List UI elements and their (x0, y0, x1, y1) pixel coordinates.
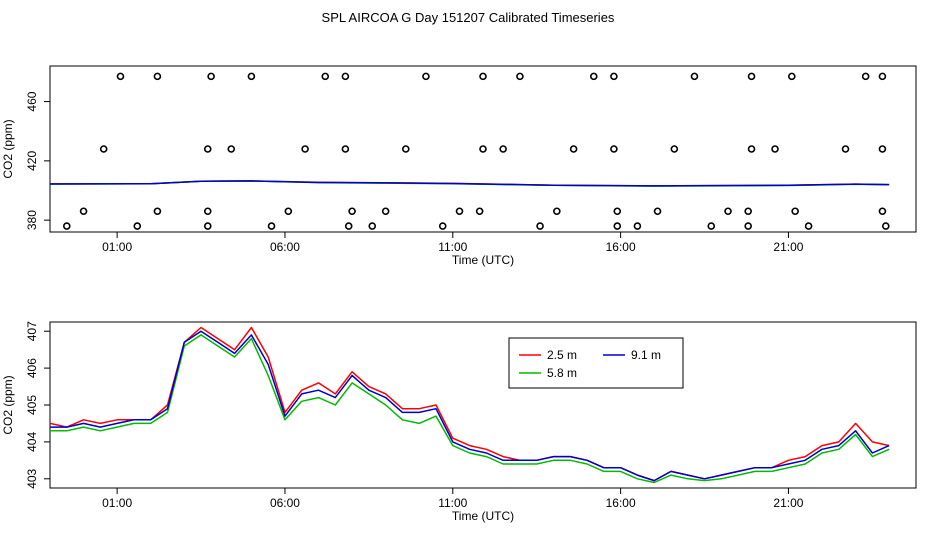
calibration-point (788, 72, 796, 81)
y-tick-label: 406 (25, 358, 39, 378)
y-tick-label: 460 (25, 91, 39, 111)
y-tick-label: 403 (25, 468, 39, 488)
calibration-point (861, 72, 870, 81)
y-tick-label: 405 (25, 395, 39, 415)
x-tick-label: 01:00 (102, 496, 132, 510)
plot-area (50, 72, 890, 230)
series-line (50, 180, 890, 187)
calibration-point (475, 207, 484, 216)
x-tick-label: 21:00 (773, 496, 803, 510)
x-axis-label: Time (UTC) (452, 253, 514, 267)
calibration-point (227, 145, 236, 153)
calibration-point (301, 145, 309, 153)
calibration-point (341, 145, 350, 153)
calibration-point (747, 145, 756, 153)
y-tick-label: 380 (25, 210, 39, 230)
calibration-point (207, 72, 215, 81)
calibration-point (479, 145, 487, 153)
calibration-point (153, 207, 162, 216)
calibration-point (747, 72, 756, 81)
calibration-point (707, 222, 716, 230)
calibration-point (653, 207, 662, 216)
calibration-point (610, 72, 618, 81)
calibration-point (878, 72, 887, 81)
series-line (50, 334, 890, 484)
series-line (50, 326, 890, 482)
calibration-point (401, 145, 410, 153)
calibration-point (690, 72, 699, 81)
top-panel-calibration: 01:00 06:00 11:00 16:00 21:00 Time (UTC) 380 42… (1, 65, 917, 267)
calibration-point (613, 222, 622, 230)
y-tick-label: 407 (25, 321, 39, 341)
calibration-point (203, 207, 212, 216)
calibration-point (247, 72, 256, 81)
legend: 2.5 m 5.8 m 9.1 m (508, 337, 684, 389)
calibration-point (881, 222, 890, 230)
calibration-point (878, 145, 887, 153)
legend-label: 5.8 m (547, 366, 577, 380)
calibration-point (99, 145, 108, 153)
calibration-point (203, 222, 212, 230)
calibration-point (116, 72, 125, 81)
calibration-point (368, 222, 377, 230)
legend-box (508, 337, 684, 389)
calibration-point (516, 72, 524, 81)
calibration-point (804, 222, 813, 230)
calibration-point (633, 222, 642, 230)
y-axis-label: CO2 (ppm) (1, 375, 15, 434)
calibration-point (589, 72, 598, 81)
calibration-point (569, 145, 578, 153)
figure-title: SPL AIRCOA G Day 151207 Calibrated Times… (322, 10, 615, 25)
calibration-point (153, 72, 162, 81)
plot-area (50, 326, 890, 484)
calibration-point (499, 145, 507, 153)
bottom-panel-timeseries: 01:00 06:00 11:00 16:00 21:00 Time (UTC) 403 40… (1, 321, 917, 523)
calibration-point (553, 207, 561, 216)
calibration-point (841, 145, 850, 153)
calibration-point (438, 222, 447, 230)
x-tick-label: 01:00 (102, 240, 132, 254)
x-tick-label: 16:00 (606, 496, 636, 510)
calibration-point (670, 145, 679, 153)
calibration-point (267, 222, 276, 230)
calibration-point (791, 207, 799, 216)
y-axis-label: CO2 (ppm) (1, 119, 15, 178)
legend-label: 9.1 m (631, 348, 661, 362)
calibration-point (878, 207, 887, 216)
x-tick-label: 16:00 (606, 240, 636, 254)
calibration-point (422, 72, 430, 81)
calibration-point (341, 72, 350, 81)
calibration-point (79, 207, 88, 216)
series-line (50, 330, 890, 482)
calibration-point (455, 207, 464, 216)
legend-label: 2.5 m (547, 348, 577, 362)
x-tick-label: 06:00 (270, 496, 300, 510)
calibration-point (203, 145, 212, 153)
plot-frame (49, 65, 917, 233)
calibration-point (536, 222, 544, 230)
y-tick-label: 420 (25, 151, 39, 171)
x-axis-label: Time (UTC) (452, 509, 514, 523)
plot-frame (49, 321, 917, 489)
y-tick-label: 404 (25, 432, 39, 452)
calibration-point (62, 222, 71, 230)
calibration-point (321, 72, 330, 81)
x-tick-label: 11:00 (438, 496, 467, 510)
x-tick-label: 06:00 (270, 240, 300, 254)
calibration-point (724, 207, 732, 216)
calibration-point (284, 207, 293, 216)
calibration-point (479, 72, 487, 81)
calibration-point (744, 207, 752, 216)
calibration-point (348, 207, 356, 216)
calibration-point (771, 145, 779, 153)
calibration-point (610, 145, 618, 153)
calibration-point (744, 222, 752, 230)
calibration-point (344, 222, 353, 230)
calibration-point (133, 222, 142, 230)
x-tick-label: 21:00 (773, 240, 803, 254)
x-tick-label: 11:00 (438, 240, 467, 254)
calibration-point (613, 207, 622, 216)
calibration-point (381, 207, 390, 216)
